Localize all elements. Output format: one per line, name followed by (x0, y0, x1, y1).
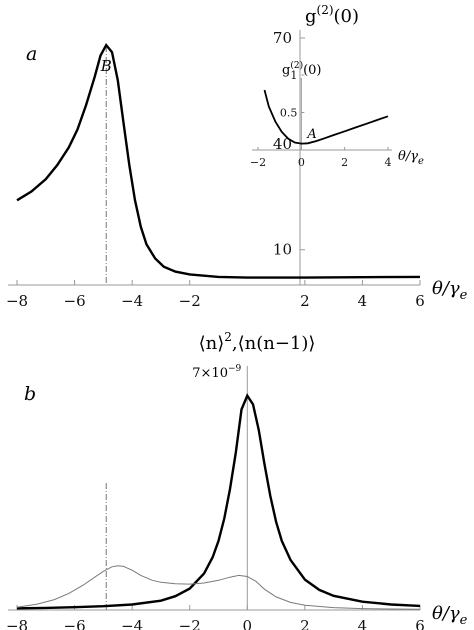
inset-series-0 (263, 89, 389, 145)
panel-a-series-0 (16, 42, 421, 279)
panel-a-y-label: g(2)(0) (305, 3, 359, 27)
panel-b-x-tick-label: 4 (358, 617, 368, 630)
panel-b-y-label-right: ,⟨n(n−1)⟩ (232, 333, 316, 354)
panel-b-x-label-sub: e (460, 613, 468, 628)
inset-point-label: A (306, 127, 316, 142)
inset-y-tick-label: 1 (290, 69, 297, 82)
inset-x-tick-label: 4 (385, 156, 392, 169)
inset-x-tick-label: −2 (250, 156, 266, 169)
panel-b-series-1 (16, 565, 421, 610)
panel-a-x-label: θ/γe (432, 278, 468, 303)
panel-a-x-tick-label: 4 (358, 292, 368, 310)
inset-y-label: g(2)(0) (282, 60, 322, 78)
panel-b-x-tick-label: −2 (179, 617, 201, 630)
inset-x-label-sub: e (418, 156, 424, 167)
inset-y-tick-label: 0.5 (280, 107, 298, 120)
panel-b-peak-label-sup: −9 (228, 364, 242, 374)
inset-x-label: θ/γe (398, 149, 424, 167)
inset-x-tick-label: 2 (341, 156, 348, 169)
inset-x-tick-label: 0 (298, 156, 305, 169)
panel-b-x-label: θ/γe (432, 603, 468, 628)
panel-a-y-label-sup: (2) (317, 3, 334, 17)
inset-y-label-sup: (2) (290, 60, 303, 71)
panel-a-x-tick-label: −6 (64, 292, 86, 310)
panel-b-x-tick-label: −8 (6, 617, 28, 630)
panel-b-y-label-left: ⟨n⟩ (199, 333, 225, 354)
panel-a-x-tick-label: −8 (6, 292, 28, 310)
panel-b-series-0 (16, 393, 421, 610)
panel-a-x-tick-label: 6 (415, 292, 425, 310)
inset-y-label-tail: (0) (303, 63, 321, 78)
panel-b-y-label: ⟨n⟩2,⟨n(n−1)⟩ (199, 330, 316, 354)
panel-a-y-tick-label: 40 (273, 135, 292, 153)
panel-a-y-tick-label: 10 (273, 241, 292, 259)
panel-b-x-tick-label: −4 (121, 617, 143, 630)
panel-a-x-label-main: θ/γ (432, 278, 460, 299)
panel-a-letter: a (26, 43, 37, 65)
panel-b-x-label-main: θ/γ (432, 603, 460, 624)
inset-y-label-base: g (282, 63, 290, 78)
panel-a-y-label-base: g (305, 6, 317, 27)
panel-a-x-label-sub: e (460, 288, 468, 303)
panel-b-x-tick-label: 0 (243, 617, 253, 630)
panel-b-peak-label-base: 7×10 (192, 366, 228, 381)
panel-b-peak-label: 7×10−9 (192, 364, 241, 381)
inset-x-label-main: θ/γ (398, 149, 418, 164)
panel-b-x-tick-label: 6 (415, 617, 425, 630)
panel-a-y-tick-label: 70 (273, 29, 292, 47)
panel-b-y-label-sup: 2 (224, 330, 232, 344)
panel-b-letter: b (24, 383, 36, 405)
panel-a-x-tick-label: 2 (300, 292, 310, 310)
panel-b-x-tick-label: −6 (64, 617, 86, 630)
panel-a-point-label: B (100, 57, 112, 75)
panel-b-x-tick-label: 2 (300, 617, 310, 630)
panel-a-x-tick-label: −4 (121, 292, 143, 310)
panel-a-x-tick-label: −2 (179, 292, 201, 310)
panel-a-y-label-tail: (0) (334, 6, 360, 27)
